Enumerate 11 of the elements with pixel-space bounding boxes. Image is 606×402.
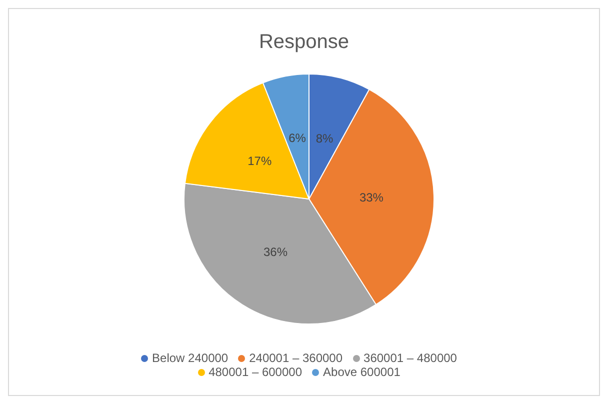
legend-label: 480001 – 600000 (208, 365, 302, 379)
legend-label: 360001 – 480000 (364, 351, 457, 365)
chart-title: Response (258, 30, 350, 54)
data-label: 6% (288, 130, 306, 145)
legend-label: Below 240000 (152, 351, 228, 365)
legend-label: 240001 – 360000 (249, 351, 343, 365)
data-label: 36% (263, 245, 288, 260)
data-label: 8% (316, 132, 334, 146)
legend-label: Above 600001 (323, 365, 400, 379)
data-label: 33% (359, 190, 384, 204)
data-label: 17% (248, 154, 272, 168)
